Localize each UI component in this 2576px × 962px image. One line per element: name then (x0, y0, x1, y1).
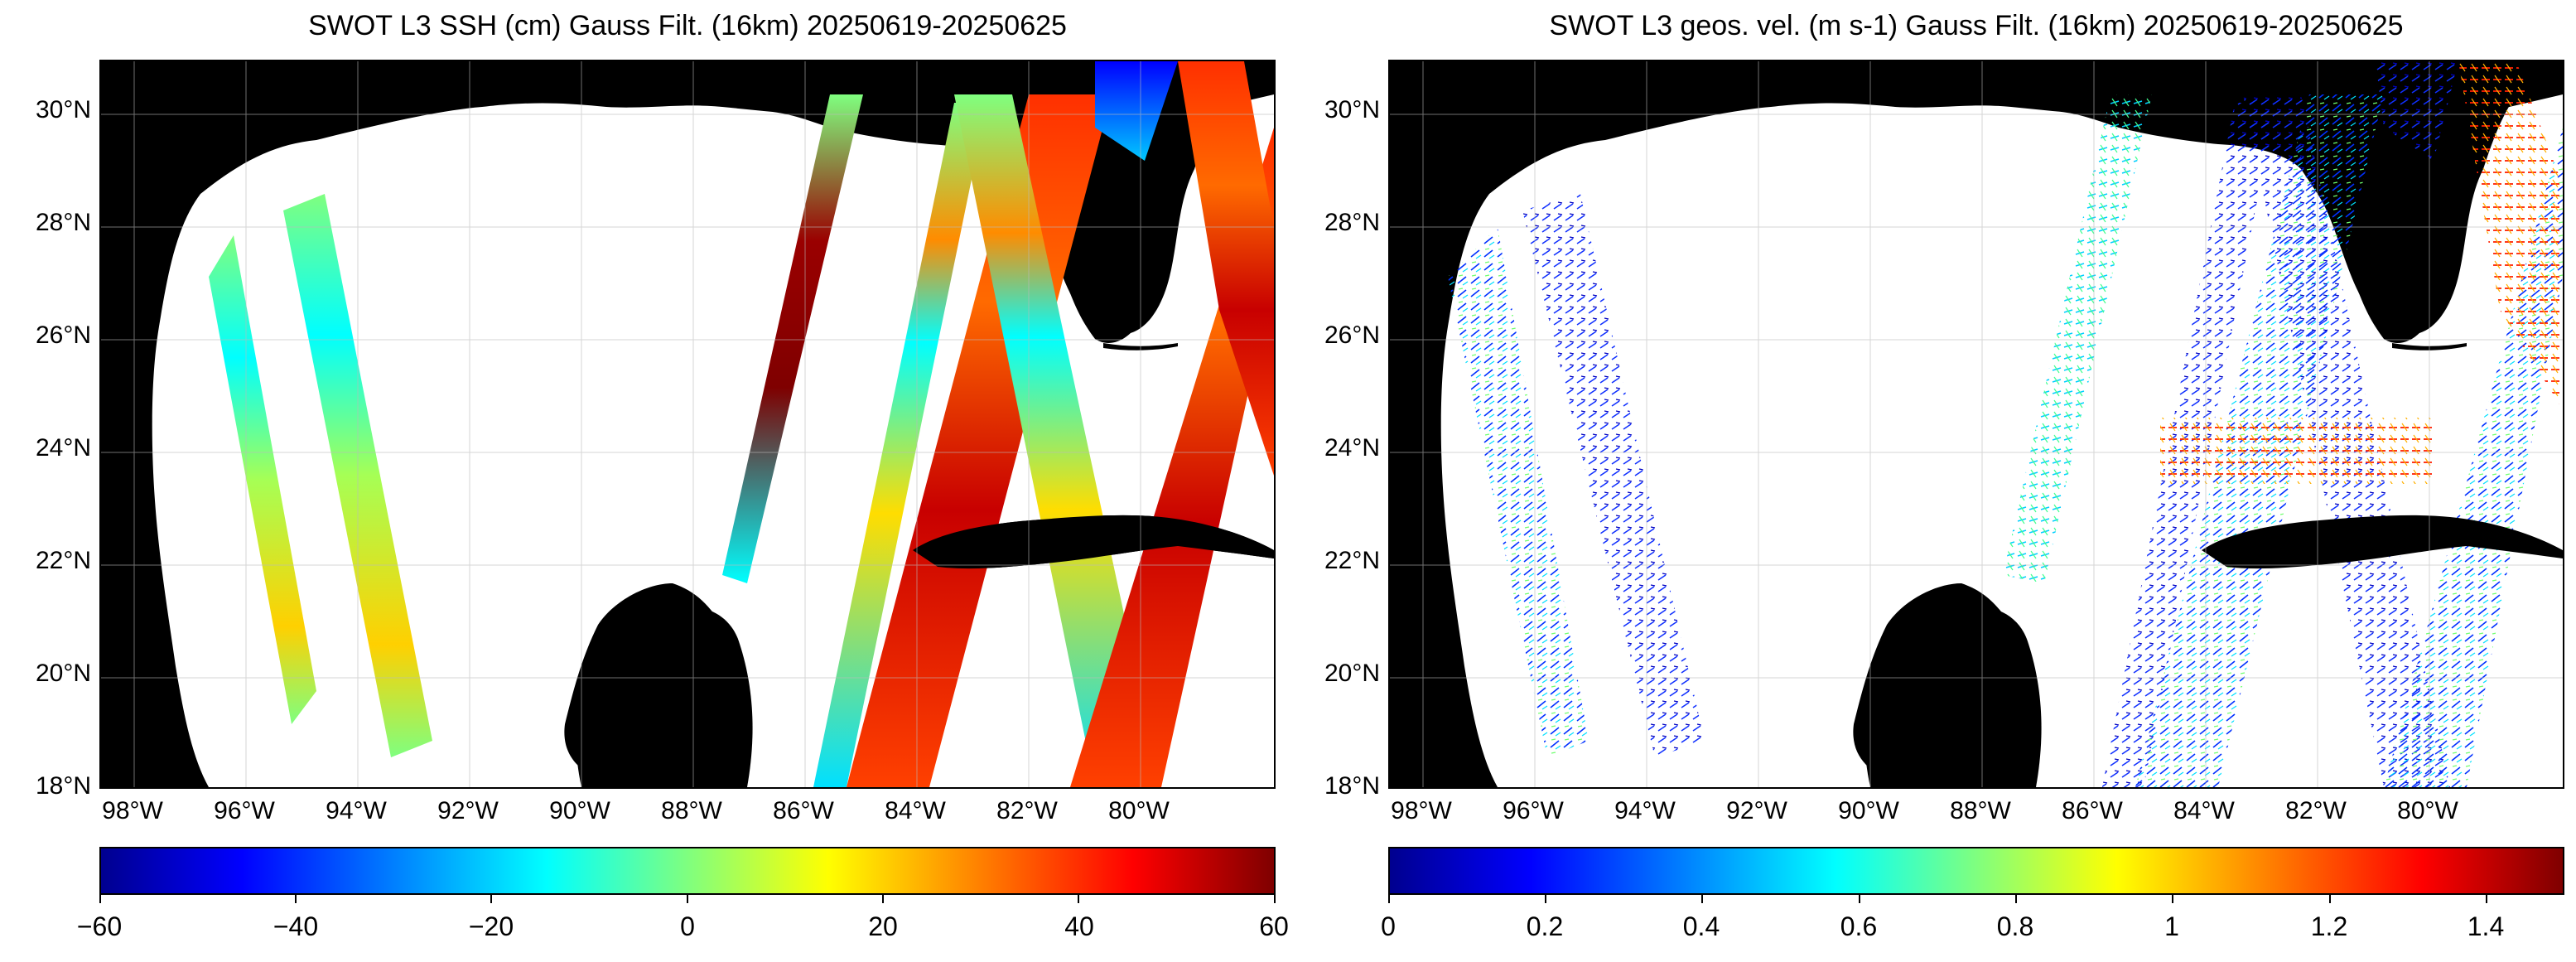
right-map-canvas (1390, 61, 2563, 787)
right-lat-30: 30°N (1324, 96, 1380, 123)
right-lat-26: 26°N (1324, 321, 1380, 349)
right-lon-82: 82°W (2285, 797, 2347, 824)
left-lon-98: 98°W (102, 797, 163, 824)
right-lat-22: 22°N (1324, 547, 1380, 574)
left-cbar-tick-0: 0 (680, 911, 695, 941)
cuba-right (2202, 515, 2563, 569)
yucatan-peninsula-right (1864, 606, 2042, 787)
left-cbar-tick-60: 60 (1259, 911, 1289, 941)
ssh-swath-8 (1178, 61, 1274, 476)
left-lon-86: 86°W (773, 797, 834, 824)
loop-current-band (2160, 418, 2434, 484)
left-lon-96: 96°W (214, 797, 275, 824)
left-lat-30: 30°N (35, 96, 91, 123)
vel-swath-8 (2458, 61, 2563, 409)
left-lat-24: 24°N (35, 434, 91, 462)
right-cbar-tick-1.4: 1.4 (2467, 911, 2505, 941)
right-cbar-tick-0.2: 0.2 (1526, 911, 1564, 941)
left-lat-18: 18°N (35, 772, 91, 800)
right-cbar-tick-1.2: 1.2 (2310, 911, 2348, 941)
right-lon-86: 86°W (2062, 797, 2123, 824)
right-gridlines (1390, 61, 2563, 787)
vel-swath-1 (1448, 227, 1589, 757)
right-lat-20: 20°N (1324, 660, 1380, 687)
left-lon-92: 92°W (437, 797, 499, 824)
left-lat-28: 28°N (35, 209, 91, 236)
vel-swath-9 (2376, 61, 2458, 161)
right-lon-98: 98°W (1391, 797, 1452, 824)
right-lon-90: 90°W (1838, 797, 1899, 824)
right-cbar-tick-1: 1 (2164, 911, 2179, 941)
left-cbar-tick--40: −40 (273, 911, 319, 941)
right-cbar-tick-0: 0 (1381, 911, 1396, 941)
left-lon-82: 82°W (996, 797, 1058, 824)
left-lon-94: 94°W (326, 797, 387, 824)
right-cbar-tick-0.6: 0.6 (1840, 911, 1878, 941)
left-cbar-tick-40: 40 (1064, 911, 1094, 941)
ssh-swath-3 (722, 94, 863, 583)
right-lon-88: 88°W (1950, 797, 2011, 824)
cuba-overlay (913, 515, 1274, 569)
right-colorbar (1388, 847, 2564, 895)
left-map-canvas (101, 61, 1274, 787)
right-cbar-tick-0.8: 0.8 (1996, 911, 2034, 941)
right-lon-92: 92°W (1726, 797, 1787, 824)
right-lon-84: 84°W (2173, 797, 2235, 824)
right-lon-96: 96°W (1503, 797, 1564, 824)
left-lon-88: 88°W (661, 797, 722, 824)
left-lat-20: 20°N (35, 660, 91, 687)
left-lon-84: 84°W (885, 797, 946, 824)
ssh-swath-1 (209, 235, 316, 724)
left-lon-80: 80°W (1108, 797, 1170, 824)
ssh-swath-6 (954, 94, 1161, 787)
left-lon-90: 90°W (549, 797, 610, 824)
ssh-swath-4 (813, 103, 987, 787)
right-lat-18: 18°N (1324, 772, 1380, 800)
left-gridlines (101, 61, 1274, 787)
right-lat-24: 24°N (1324, 434, 1380, 462)
right-lon-94: 94°W (1614, 797, 1676, 824)
right-cbar-tick-0.4: 0.4 (1682, 911, 1720, 941)
ssh-swath-9 (1095, 61, 1178, 161)
left-map-title: SWOT L3 SSH (cm) Gauss Filt. (16km) 2025… (308, 10, 1067, 41)
left-cbar-tick-20: 20 (868, 911, 898, 941)
vel-swath-2 (1522, 194, 1705, 757)
right-lon-80: 80°W (2397, 797, 2458, 824)
right-velocity-map (1388, 60, 2564, 789)
left-cbar-tick--20: −20 (468, 911, 514, 941)
right-map-title: SWOT L3 geos. vel. (m s-1) Gauss Filt. (… (1549, 10, 2404, 41)
left-colorbar (99, 847, 1276, 895)
yucatan-peninsula (576, 606, 753, 787)
left-cbar-tick--60: −60 (76, 911, 123, 941)
right-lat-28: 28°N (1324, 209, 1380, 236)
vel-swath-3 (2003, 94, 2152, 583)
left-lat-22: 22°N (35, 547, 91, 574)
left-lat-26: 26°N (35, 321, 91, 349)
left-ssh-map (99, 60, 1276, 789)
